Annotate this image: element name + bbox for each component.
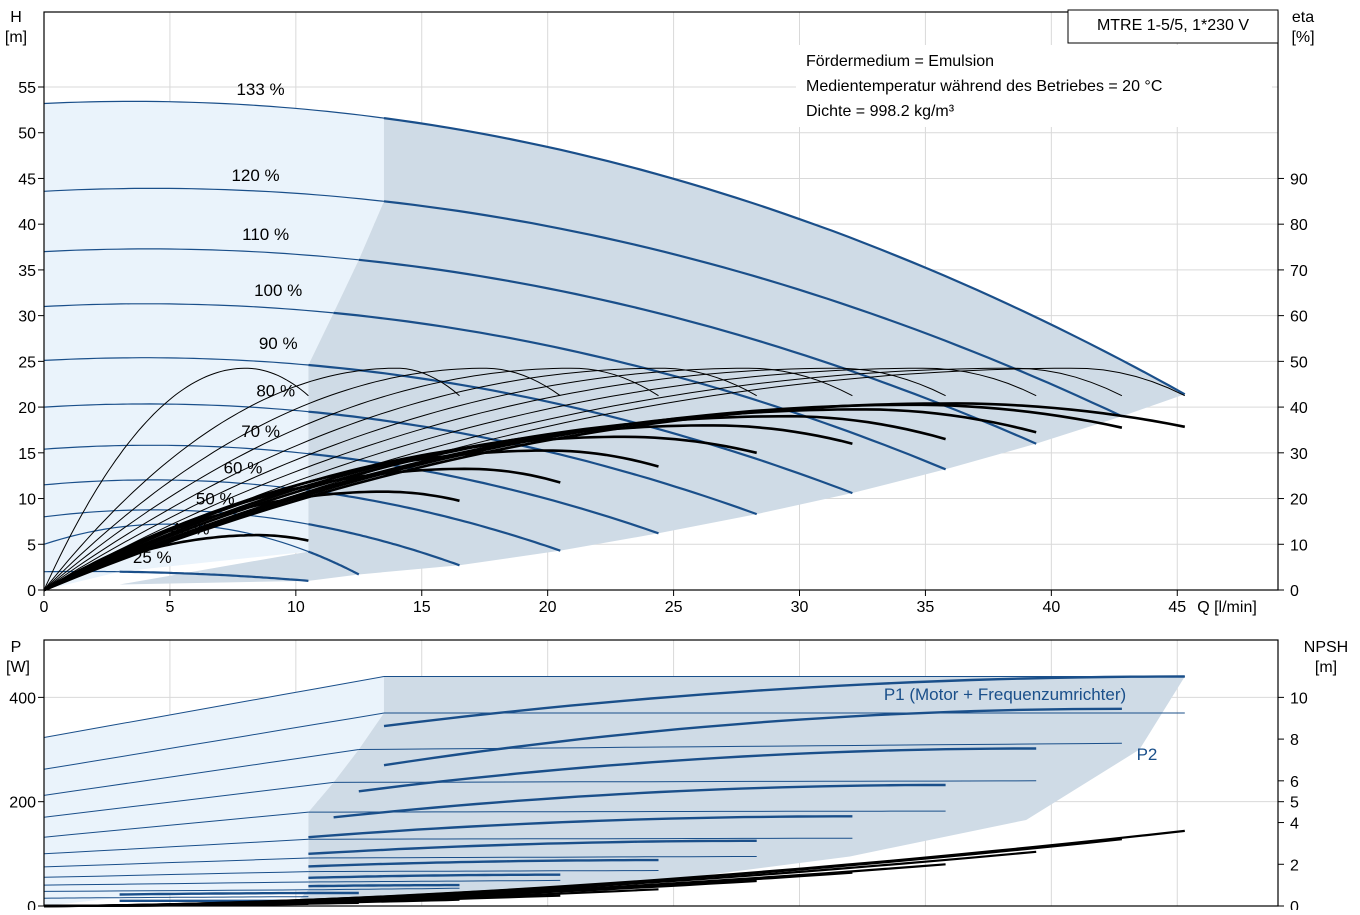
axis-title-h: H: [10, 9, 22, 26]
tick-label-npsh: 0: [1290, 899, 1299, 910]
speed-label: 40 %: [171, 520, 210, 539]
speed-label: 110 %: [242, 225, 289, 244]
speed-label: 25 %: [133, 548, 172, 567]
tick-label-eta: 20: [1290, 492, 1308, 509]
speed-label: 100 %: [254, 281, 302, 300]
product-box-text: MTRE 1-5/5, 1*230 V: [1097, 17, 1249, 34]
tick-label-q: 20: [539, 599, 557, 616]
info-line-medium: Fördermedium = Emulsion: [806, 53, 994, 70]
axis-title-p: P: [11, 639, 22, 656]
tick-label-p: 200: [9, 795, 36, 812]
tick-label-npsh: 6: [1290, 774, 1299, 791]
tick-label-npsh: 4: [1290, 816, 1299, 833]
tick-label-h: 0: [27, 583, 36, 600]
tick-label-q: 10: [287, 599, 305, 616]
product-box: MTRE 1-5/5, 1*230 V: [1068, 10, 1278, 43]
axis-unit-h: [m]: [5, 29, 27, 46]
tick-label-h: 15: [18, 446, 36, 463]
medium-info: Fördermedium = Emulsion Medientemperatur…: [796, 45, 1272, 127]
tick-label-eta: 60: [1290, 309, 1308, 326]
label-p2: P2: [1137, 745, 1158, 764]
tick-label-eta: 80: [1290, 217, 1308, 234]
tick-label-q: 25: [665, 599, 683, 616]
tick-label-h: 50: [18, 126, 36, 143]
tick-label-h: 10: [18, 492, 36, 509]
top-right-axis: 0 10 20 30 40 50 60 70 80 90 eta [%]: [1278, 9, 1315, 600]
p1-curve-thin: [44, 898, 120, 899]
tick-label-npsh: 10: [1290, 690, 1308, 707]
tick-label-h: 20: [18, 400, 36, 417]
axis-unit-p: [W]: [6, 659, 30, 676]
axis-title-q: Q [l/min]: [1197, 599, 1257, 616]
speed-label: 120 %: [231, 166, 279, 185]
top-left-axis: 0 5 10 15 20 25 30 35 40 45 50 55 H [m]: [5, 9, 44, 600]
info-line-temperature: Medientemperatur während des Betriebes =…: [806, 78, 1162, 95]
tick-label-eta: 90: [1290, 171, 1308, 188]
tick-label-eta: 70: [1290, 263, 1308, 280]
speed-label: 80 %: [256, 382, 295, 401]
tick-label-h: 30: [18, 309, 36, 326]
p1-curve: [120, 897, 309, 898]
label-p1: P1 (Motor + Frequenzumrichter): [884, 685, 1126, 704]
speed-label: 90 %: [259, 334, 298, 353]
bottom-left-axis: 0 200 400 P [W]: [6, 639, 44, 910]
tick-label-q: 35: [917, 599, 935, 616]
tick-label-npsh: 2: [1290, 857, 1299, 874]
bottom-right-axis: 0 2 4 5 6 8 10 NPSH [m]: [1278, 639, 1348, 910]
tick-label-q: 0: [40, 599, 49, 616]
tick-label-eta: 40: [1290, 400, 1308, 417]
tick-label-q: 5: [165, 599, 174, 616]
tick-label-npsh: 8: [1290, 732, 1299, 749]
tick-label-p: 0: [27, 899, 36, 910]
axis-title-npsh: NPSH: [1304, 639, 1348, 656]
tick-label-q: 30: [791, 599, 809, 616]
top-x-axis: 0 5 10 15 20 25 30 35 40 45 Q [l/min]: [40, 590, 1257, 616]
tick-label-eta: 30: [1290, 446, 1308, 463]
p2-curve: [308, 885, 459, 886]
tick-label-h: 25: [18, 354, 36, 371]
tick-label-h: 45: [18, 171, 36, 188]
tick-label-eta: 10: [1290, 537, 1308, 554]
speed-label: 133 %: [236, 80, 284, 99]
tick-label-h: 55: [18, 80, 36, 97]
tick-label-p: 400: [9, 690, 36, 707]
tick-label-h: 35: [18, 263, 36, 280]
tick-label-eta: 50: [1290, 354, 1308, 371]
tick-label-h: 40: [18, 217, 36, 234]
axis-title-eta: eta: [1292, 9, 1314, 26]
tick-label-q: 45: [1168, 599, 1186, 616]
axis-unit-npsh: [m]: [1315, 659, 1337, 676]
tick-label-h: 5: [27, 537, 36, 554]
speed-label: 60 %: [224, 458, 263, 477]
info-line-density: Dichte = 998.2 kg/m³: [806, 103, 955, 120]
speed-label: 70 %: [241, 422, 280, 441]
tick-label-q: 15: [413, 599, 431, 616]
power-npsh-panel: P1 (Motor + Frequenzumrichter)P20200400P…: [6, 639, 1348, 910]
speed-label: 50 %: [196, 490, 235, 509]
tick-label-eta: 0: [1290, 583, 1299, 600]
tick-label-q: 40: [1042, 599, 1060, 616]
tick-label-npsh: 5: [1290, 795, 1299, 812]
axis-unit-eta: [%]: [1291, 29, 1314, 46]
